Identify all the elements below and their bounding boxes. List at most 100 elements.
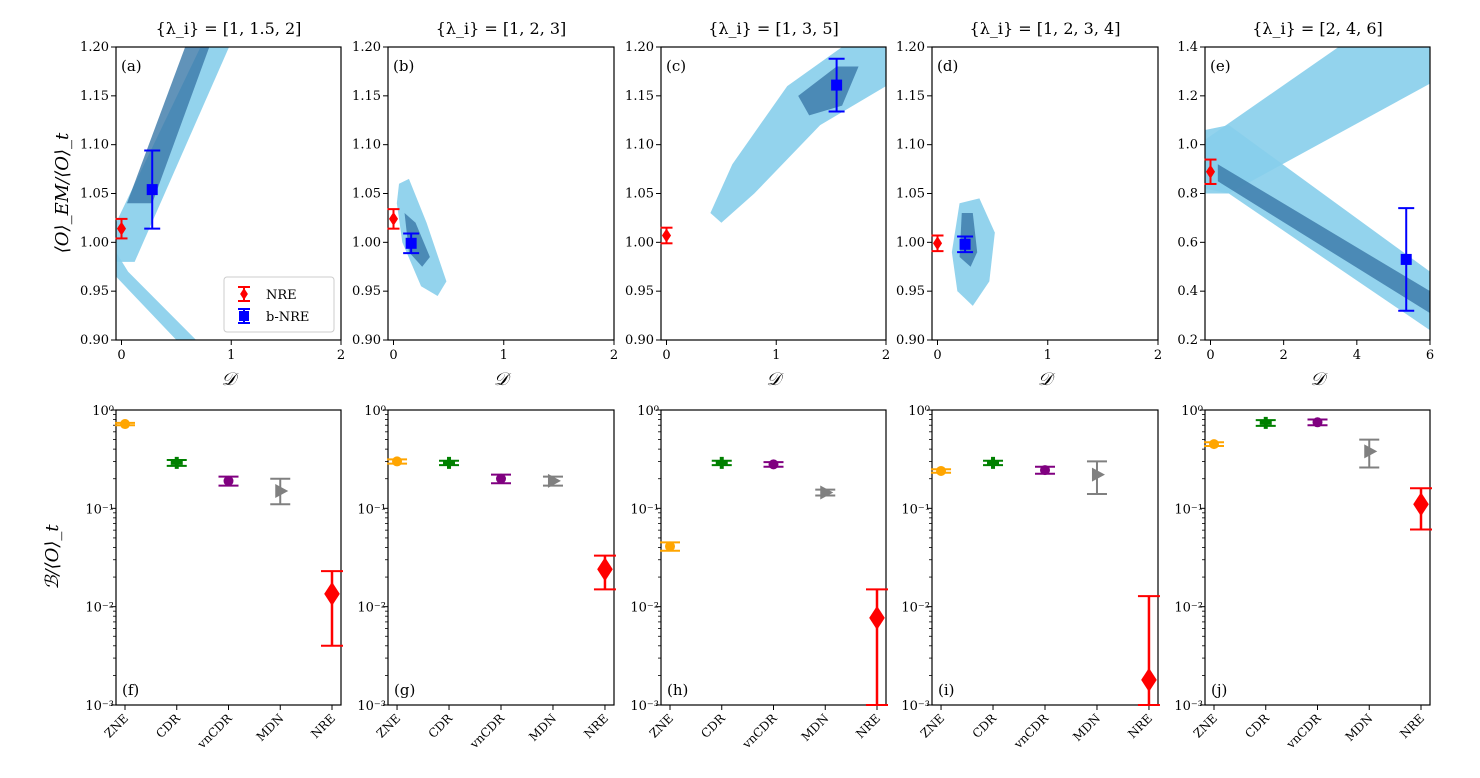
- x-axis-label: 𝒟: [494, 369, 512, 390]
- y-tick-label: 10⁻³: [901, 699, 930, 714]
- density-band-light-0: [710, 47, 886, 223]
- y-tick-label: 0.90: [625, 333, 654, 348]
- legend-box: [223, 276, 335, 333]
- panel-label: (j): [1211, 681, 1227, 699]
- y-tick-label: 1.05: [896, 187, 925, 202]
- panel-title: {λ_i} = [1, 3, 5]: [708, 19, 839, 38]
- density-bands: [1205, 47, 1430, 331]
- y-tick-label: 10⁻³: [630, 699, 659, 714]
- point-marker-ZNE: [392, 456, 403, 467]
- x-category-label: vnCDR: [1283, 711, 1324, 752]
- x-category-label: ZNE: [374, 711, 403, 740]
- point-marker-MDN: [275, 484, 289, 499]
- axes-frame: [1204, 409, 1431, 706]
- point-marker-NRE: [324, 581, 340, 606]
- x-category-label: NRE: [581, 711, 611, 741]
- x-tick-label: 4: [1353, 348, 1361, 363]
- y-tick-label: 10⁻¹: [1174, 502, 1203, 517]
- x-axis-label: 𝒟: [766, 369, 784, 390]
- panel-label: (d): [937, 57, 958, 75]
- x-category-label: NRE: [308, 711, 338, 741]
- bnre-marker: [959, 238, 971, 250]
- x-tick-label: 1: [500, 348, 508, 363]
- y-tick-label: 10⁻¹: [85, 502, 114, 517]
- y-tick-label: 0.95: [896, 284, 925, 299]
- x-tick-label: 2: [337, 348, 345, 363]
- y-tick-label: 1.10: [352, 138, 381, 153]
- point-marker-MDN: [820, 485, 834, 500]
- axes-frame: [387, 409, 615, 706]
- y-tick-label: 10⁻²: [357, 601, 386, 616]
- point-marker-CDR: [715, 456, 728, 469]
- nre-marker: [116, 221, 127, 236]
- y-tick-label: 1.15: [80, 89, 109, 104]
- axes-frame: [387, 46, 615, 341]
- y-tick-label: 1.00: [80, 235, 109, 250]
- x-axis-label: 𝒟: [1310, 369, 1328, 390]
- point-marker-CDR: [987, 456, 1000, 469]
- x-category-label: CDR: [1242, 711, 1272, 741]
- point-marker-vnCDR: [1040, 465, 1050, 476]
- density-band-dark-0: [798, 66, 859, 116]
- y-tick-label: 10⁻²: [1174, 601, 1203, 616]
- y-tick-label: 0.8: [1177, 187, 1198, 202]
- point-marker-ZNE: [120, 419, 130, 430]
- point-marker-MDN: [1364, 444, 1378, 459]
- top-panel-3: 0 1 2 0.90 0.95 1.00 1.05 1.10 1.15 1.20 {λ_i} = […: [896, 19, 1162, 390]
- y-tick-label: 1.15: [352, 89, 381, 104]
- point-marker-NRE: [869, 605, 885, 630]
- y-tick-label: 10⁻¹: [357, 502, 386, 517]
- y-tick-label: 0.95: [625, 284, 654, 299]
- y-tick-label: 10⁻²: [85, 601, 114, 616]
- panel-label: (g): [394, 681, 415, 699]
- top-y-axis-label: ⟨O⟩_EM/⟨O⟩_t: [52, 132, 73, 253]
- nre-marker: [661, 228, 672, 243]
- nre-marker: [388, 211, 399, 226]
- point-marker-NRE: [1141, 667, 1157, 692]
- legend-bnre-label: b-NRE: [266, 310, 309, 325]
- axes-frame: [931, 409, 1159, 706]
- point-marker-NRE: [597, 557, 613, 582]
- point-marker-ZNE: [665, 541, 675, 552]
- x-category-label: MDN: [254, 711, 287, 744]
- point-marker-CDR: [170, 456, 183, 469]
- y-tick-label: 10⁻¹: [630, 502, 659, 517]
- x-tick-label: 6: [1426, 348, 1434, 363]
- bottom-y-axis-label: ℬ/⟨O⟩_t: [42, 524, 63, 590]
- x-category-label: vnCDR: [467, 711, 508, 752]
- x-category-label: CDR: [153, 711, 183, 741]
- x-category-label: CDR: [426, 711, 456, 741]
- x-category-label: MDN: [1343, 711, 1376, 744]
- x-category-label: CDR: [698, 711, 728, 741]
- x-tick-label: 2: [1154, 348, 1162, 363]
- x-tick-label: 0: [662, 348, 670, 363]
- y-tick-label: 1.4: [1177, 40, 1198, 55]
- y-tick-label: 10⁻¹: [901, 502, 930, 517]
- panel-label: (b): [393, 57, 414, 75]
- top-panel-1: 0 1 2 0.90 0.95 1.00 1.05 1.10 1.15 1.20 {λ_i} = […: [352, 19, 618, 390]
- point-marker-ZNE: [936, 465, 947, 476]
- x-tick-label: 1: [1044, 348, 1052, 363]
- y-tick-label: 10⁰: [92, 404, 114, 419]
- y-tick-label: 0.4: [1177, 284, 1198, 299]
- legend-nre-marker: [240, 288, 248, 300]
- density-band-light-0: [116, 47, 230, 262]
- y-tick-label: 10⁻³: [1174, 699, 1203, 714]
- x-tick-label: 2: [882, 348, 890, 363]
- legend: NRE b-NRE: [223, 276, 335, 333]
- y-tick-label: 0.90: [80, 333, 109, 348]
- x-tick-label: 0: [1206, 348, 1214, 363]
- panel-label: (a): [121, 57, 142, 75]
- x-category-label: ZNE: [647, 711, 676, 740]
- y-tick-label: 0.6: [1177, 235, 1198, 250]
- x-tick-label: 1: [227, 348, 235, 363]
- panel-title: {λ_i} = [1, 1.5, 2]: [156, 19, 302, 38]
- point-marker-ZNE: [1209, 439, 1219, 450]
- legend-nre-label: NRE: [266, 288, 297, 303]
